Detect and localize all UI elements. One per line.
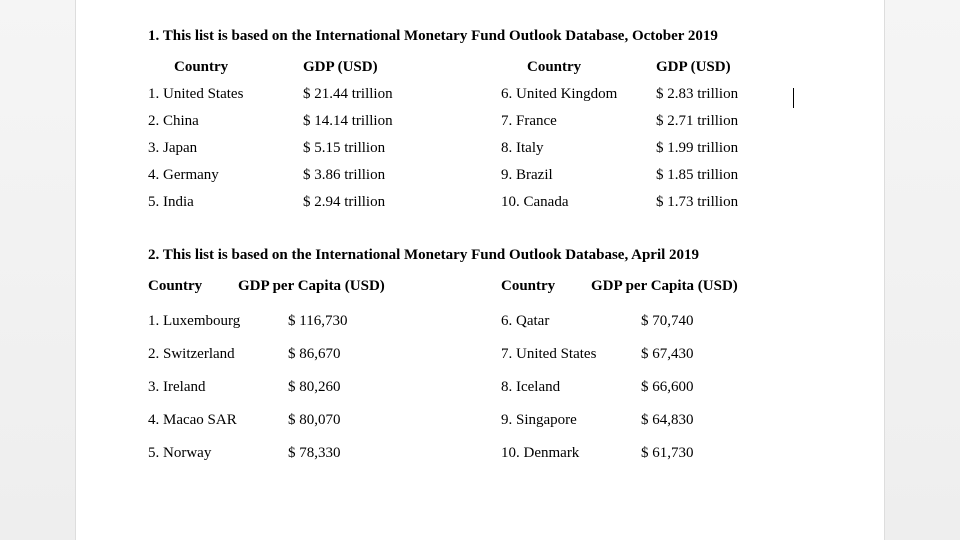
header-gdp: GDP (USD) bbox=[303, 59, 458, 76]
cell-gdp: $ 1.85 trillion bbox=[656, 167, 811, 184]
cell-gdp: $ 5.15 trillion bbox=[303, 140, 458, 157]
header-country: Country bbox=[148, 278, 238, 295]
section1-title: 1. This list is based on the Internation… bbox=[148, 28, 824, 45]
cell-gdp: $ 80,070 bbox=[288, 412, 453, 429]
section1-left-column: Country GDP (USD) 1. United States$ 21.4… bbox=[148, 59, 471, 221]
cell-country: 7. France bbox=[501, 113, 656, 130]
table-row: 5. Norway$ 78,330 bbox=[148, 445, 471, 462]
table-row: 2. China$ 14.14 trillion bbox=[148, 113, 471, 130]
table-row: 4. Macao SAR$ 80,070 bbox=[148, 412, 471, 429]
table-row: 1. United States$ 21.44 trillion bbox=[148, 86, 471, 103]
cell-country: 9. Singapore bbox=[501, 412, 641, 429]
table-row: 6. United Kingdom$ 2.83 trillion bbox=[501, 86, 824, 103]
cell-country: 6. Qatar bbox=[501, 313, 641, 330]
cell-gdp: $ 3.86 trillion bbox=[303, 167, 458, 184]
cell-country: 10. Denmark bbox=[501, 445, 641, 462]
table-header-row: Country GDP per Capita (USD) bbox=[501, 278, 824, 295]
cell-gdp: $ 1.73 trillion bbox=[656, 194, 811, 211]
cell-gdp: $ 1.99 trillion bbox=[656, 140, 811, 157]
table-row: 2. Switzerland$ 86,670 bbox=[148, 346, 471, 363]
cell-country: 3. Ireland bbox=[148, 379, 288, 396]
cell-country: 9. Brazil bbox=[501, 167, 656, 184]
cell-gdp: $ 2.83 trillion bbox=[656, 86, 811, 103]
cell-gdp: $ 80,260 bbox=[288, 379, 453, 396]
table-row: 4. Germany$ 3.86 trillion bbox=[148, 167, 471, 184]
section1-table: Country GDP (USD) 1. United States$ 21.4… bbox=[148, 59, 824, 221]
section2-left-column: Country GDP per Capita (USD) 1. Luxembou… bbox=[148, 278, 471, 478]
document-page: 1. This list is based on the Internation… bbox=[75, 0, 885, 540]
table-row: 10. Denmark$ 61,730 bbox=[501, 445, 824, 462]
cell-gdp: $ 78,330 bbox=[288, 445, 453, 462]
header-country: Country bbox=[501, 278, 591, 295]
section1-right-column: Country GDP (USD) 6. United Kingdom$ 2.8… bbox=[501, 59, 824, 221]
cell-gdp: $ 86,670 bbox=[288, 346, 453, 363]
table-row: 6. Qatar$ 70,740 bbox=[501, 313, 824, 330]
table-row: 5. India$ 2.94 trillion bbox=[148, 194, 471, 211]
cell-gdp: $ 64,830 bbox=[641, 412, 806, 429]
cell-country: 4. Macao SAR bbox=[148, 412, 288, 429]
cell-country: 3. Japan bbox=[148, 140, 303, 157]
table-row: 8. Italy$ 1.99 trillion bbox=[501, 140, 824, 157]
table-header-row: Country GDP per Capita (USD) bbox=[148, 278, 471, 295]
cell-gdp: $ 14.14 trillion bbox=[303, 113, 458, 130]
table-row: 1. Luxembourg$ 116,730 bbox=[148, 313, 471, 330]
cell-gdp: $ 70,740 bbox=[641, 313, 806, 330]
cell-country: 8. Iceland bbox=[501, 379, 641, 396]
table-row: 3. Japan$ 5.15 trillion bbox=[148, 140, 471, 157]
cell-gdp: $ 2.94 trillion bbox=[303, 194, 458, 211]
table-row: 7. France$ 2.71 trillion bbox=[501, 113, 824, 130]
cell-country: 1. United States bbox=[148, 86, 303, 103]
cell-gdp: $ 66,600 bbox=[641, 379, 806, 396]
cell-country: 6. United Kingdom bbox=[501, 86, 656, 103]
table-header-row: Country GDP (USD) bbox=[148, 59, 471, 76]
header-country: Country bbox=[148, 59, 303, 76]
header-gdp-per-capita: GDP per Capita (USD) bbox=[238, 278, 385, 295]
table-row: 10. Canada$ 1.73 trillion bbox=[501, 194, 824, 211]
cell-country: 2. Switzerland bbox=[148, 346, 288, 363]
text-cursor-icon bbox=[793, 88, 795, 108]
table-header-row: Country GDP (USD) bbox=[501, 59, 824, 76]
cell-gdp: $ 61,730 bbox=[641, 445, 806, 462]
cell-country: 4. Germany bbox=[148, 167, 303, 184]
section2-title: 2. This list is based on the Internation… bbox=[148, 247, 824, 264]
cell-country: 5. Norway bbox=[148, 445, 288, 462]
cell-country: 7. United States bbox=[501, 346, 641, 363]
table-row: 9. Singapore $ 64,830 bbox=[501, 412, 824, 429]
cell-gdp: $ 2.71 trillion bbox=[656, 113, 811, 130]
table-row: 8. Iceland$ 66,600 bbox=[501, 379, 824, 396]
cell-gdp: $ 21.44 trillion bbox=[303, 86, 458, 103]
section2-right-column: Country GDP per Capita (USD) 6. Qatar$ 7… bbox=[501, 278, 824, 478]
cell-country: 10. Canada bbox=[501, 194, 656, 211]
header-country: Country bbox=[501, 59, 656, 76]
cell-country: 5. India bbox=[148, 194, 303, 211]
cell-country: 1. Luxembourg bbox=[148, 313, 288, 330]
section2-table: Country GDP per Capita (USD) 1. Luxembou… bbox=[148, 278, 824, 478]
table-row: 7. United States$ 67,430 bbox=[501, 346, 824, 363]
cell-country: 8. Italy bbox=[501, 140, 656, 157]
table-row: 9. Brazil$ 1.85 trillion bbox=[501, 167, 824, 184]
table-row: 3. Ireland$ 80,260 bbox=[148, 379, 471, 396]
header-gdp: GDP (USD) bbox=[656, 59, 811, 76]
cell-country: 2. China bbox=[148, 113, 303, 130]
cell-gdp: $ 116,730 bbox=[288, 313, 453, 330]
header-gdp-per-capita: GDP per Capita (USD) bbox=[591, 278, 738, 295]
cell-gdp: $ 67,430 bbox=[641, 346, 806, 363]
